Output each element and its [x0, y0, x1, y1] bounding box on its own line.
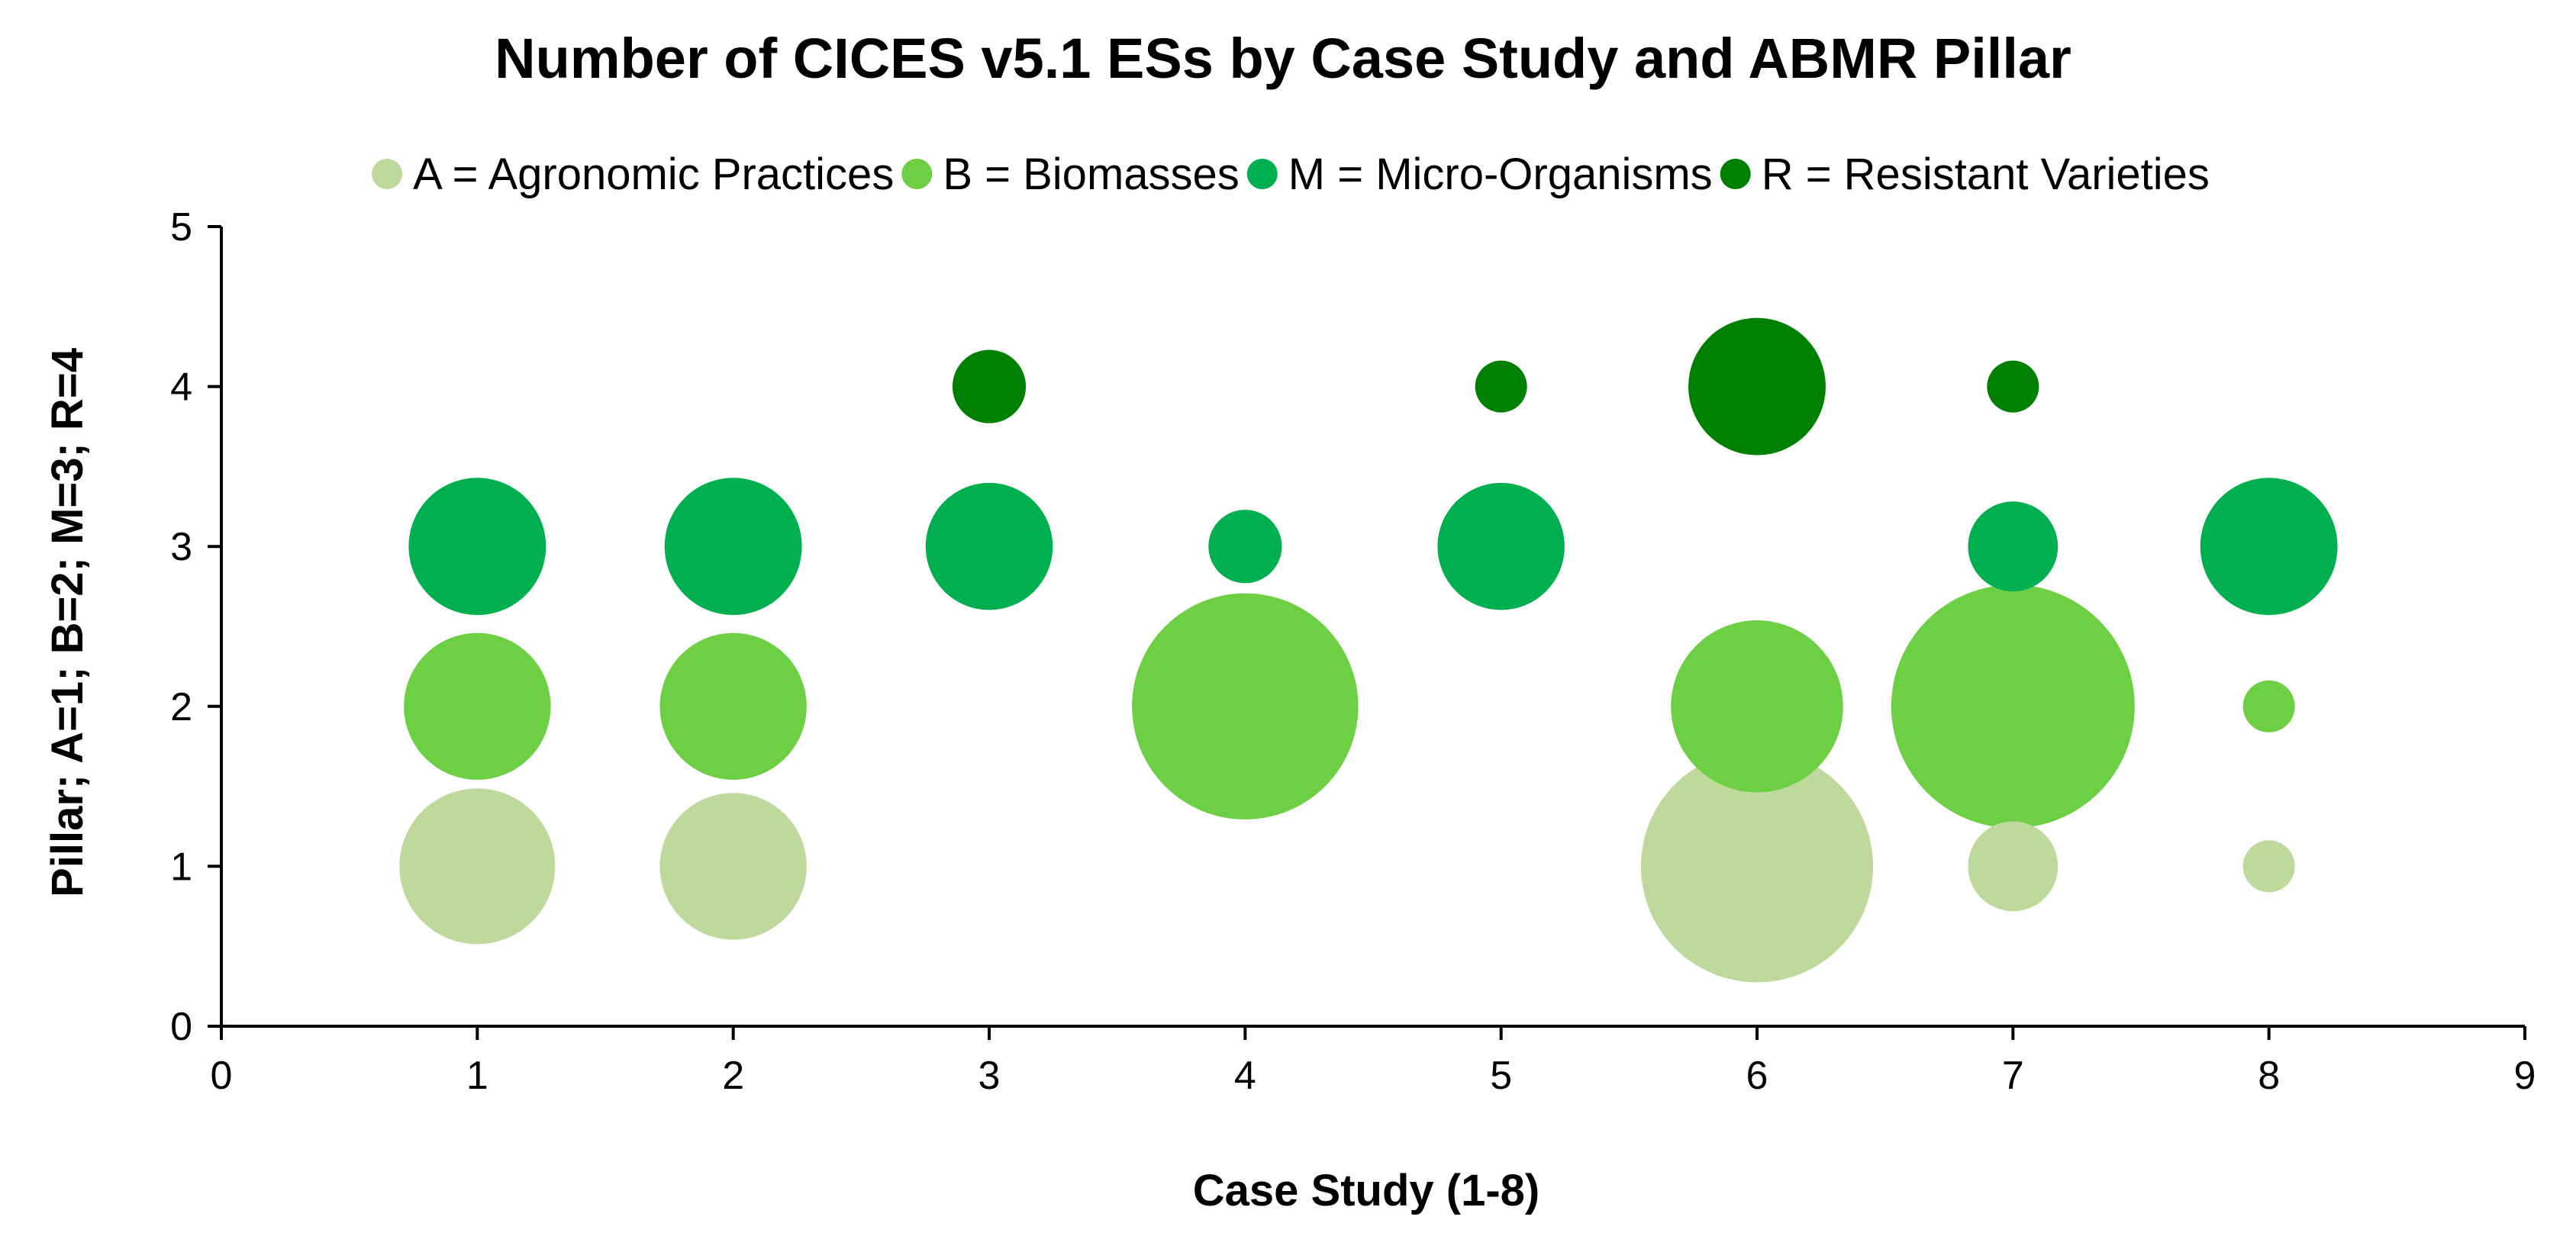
bubble-biomasses-case-2 — [659, 633, 807, 780]
y-axis-ticks: 0 1 2 3 4 5 — [170, 205, 221, 1049]
plot-area: 0 1 2 3 4 5 6 7 8 9 0 1 2 3 4 5 — [170, 205, 2536, 1098]
bubble-resistant-varieties-case-6 — [1688, 317, 1826, 455]
legend-marker-biomasses — [901, 159, 933, 189]
bubble-agronomic-practices-case-6 — [1640, 750, 1874, 983]
bubble-biomasses-case-8 — [2242, 680, 2295, 732]
x-tick-label-7: 7 — [2002, 1054, 2024, 1098]
chart-title: Number of CICES v5.1 ESs by Case Study a… — [495, 27, 2071, 90]
x-tick-label-4: 4 — [1234, 1054, 1256, 1098]
bubble-micro-organisms-case-7 — [1968, 501, 2059, 592]
legend-item-biomasses: B = Biomasses — [901, 150, 1240, 199]
legend-item-resistant-varieties: R = Resistant Varieties — [1720, 150, 2210, 199]
x-tick-label-9: 9 — [2514, 1054, 2536, 1098]
legend-marker-micro-organisms — [1246, 159, 1278, 189]
legend-marker-agronomic-practices — [372, 159, 403, 189]
legend-item-micro-organisms: M = Micro-Organisms — [1246, 150, 1713, 199]
y-tick-label-1: 1 — [170, 845, 192, 889]
x-axis-label: Case Study (1-8) — [1193, 1166, 1539, 1215]
bubble-agronomic-practices-case-1 — [399, 788, 556, 945]
y-tick-label-2: 2 — [170, 685, 192, 729]
x-axis-ticks: 0 1 2 3 4 5 6 7 8 9 — [211, 1026, 2536, 1098]
bubble-biomasses-case-6 — [1671, 620, 1843, 793]
legend-label-micro-organisms: M = Micro-Organisms — [1288, 150, 1713, 199]
x-tick-label-0: 0 — [211, 1054, 233, 1098]
legend: A = Agronomic Practices B = Biomasses M = … — [372, 150, 2210, 199]
legend-item-agronomic-practices: A = Agronomic Practices — [372, 150, 894, 199]
bubble-agronomic-practices-case-8 — [2242, 840, 2295, 893]
legend-marker-resistant-varieties — [1720, 159, 1751, 189]
legend-label-biomasses: B = Biomasses — [943, 150, 1239, 199]
bubble-resistant-varieties-case-5 — [1475, 360, 1527, 413]
x-tick-label-8: 8 — [2258, 1054, 2280, 1098]
x-tick-label-1: 1 — [466, 1054, 488, 1098]
bubble-agronomic-practices-case-2 — [659, 793, 807, 940]
y-tick-label-0: 0 — [170, 1005, 192, 1049]
legend-label-resistant-varieties: R = Resistant Varieties — [1762, 150, 2210, 199]
y-axis-label: Pillar; A=1; B=2; M=3; R=4 — [43, 348, 92, 897]
bubble-micro-organisms-case-4 — [1208, 510, 1282, 584]
y-tick-label-3: 3 — [170, 525, 192, 569]
legend-label-agronomic-practices: A = Agronomic Practices — [413, 150, 894, 199]
bubble-resistant-varieties-case-3 — [952, 349, 1027, 423]
bubble-micro-organisms-case-8 — [2200, 478, 2338, 616]
bubble-micro-organisms-case-5 — [1437, 482, 1565, 610]
bubble-micro-organisms-case-3 — [925, 482, 1053, 610]
x-tick-label-2: 2 — [722, 1054, 744, 1098]
x-tick-label-6: 6 — [1746, 1054, 1768, 1098]
bubble-biomasses-case-1 — [404, 633, 551, 780]
bubble-biomasses-case-7 — [1891, 584, 2135, 829]
bubbles — [399, 317, 2338, 983]
bubble-agronomic-practices-case-7 — [1968, 821, 2059, 912]
bubble-micro-organisms-case-1 — [408, 478, 546, 616]
bubble-micro-organisms-case-2 — [664, 478, 802, 616]
y-tick-label-5: 5 — [170, 205, 192, 249]
y-tick-label-4: 4 — [170, 365, 192, 410]
bubble-biomasses-case-4 — [1132, 593, 1359, 820]
x-tick-label-5: 5 — [1490, 1054, 1512, 1098]
bubble-resistant-varieties-case-7 — [1987, 360, 2039, 413]
x-tick-label-3: 3 — [978, 1054, 1001, 1098]
